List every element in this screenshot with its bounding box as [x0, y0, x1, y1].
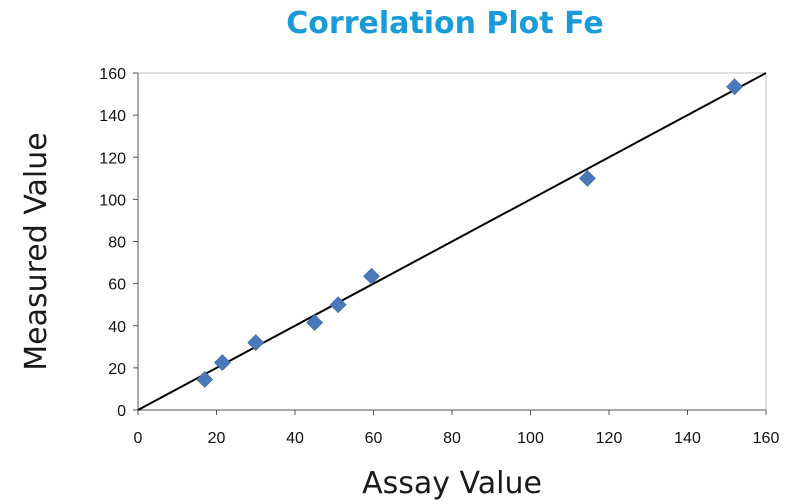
y-tick-label: 140 [99, 108, 126, 125]
reference-line [137, 72, 767, 411]
y-tick-label: 60 [108, 277, 126, 294]
x-tick-label: 120 [596, 430, 623, 447]
x-tick-label: 140 [674, 430, 701, 447]
y-axis-ticks: 0 20 40 60 80 100 120 140 160 [99, 66, 138, 420]
y-tick-label: 0 [117, 403, 126, 420]
data-point [247, 334, 265, 352]
y-axis-title: Measured Value [19, 132, 54, 370]
data-points [196, 78, 744, 388]
y-tick-label: 160 [99, 66, 126, 83]
x-tick-label: 40 [286, 430, 304, 447]
data-point [578, 169, 596, 187]
data-point [213, 354, 231, 372]
y-tick-label: 120 [99, 150, 126, 167]
data-point [726, 78, 744, 96]
x-tick-label: 20 [208, 430, 226, 447]
data-point [363, 267, 380, 285]
reference-line-group [137, 72, 767, 411]
x-axis-title: Assay Value [362, 466, 542, 501]
x-tick-label: 160 [753, 430, 780, 447]
data-point [196, 371, 214, 388]
y-tick-label: 20 [108, 361, 126, 378]
x-tick-label: 0 [134, 430, 143, 447]
x-tick-label: 80 [443, 430, 461, 447]
y-tick-label: 100 [99, 192, 126, 209]
y-tick-label: 40 [108, 319, 126, 336]
x-tick-label: 60 [365, 430, 383, 447]
y-tick-label: 80 [108, 235, 126, 252]
data-point [329, 296, 347, 314]
data-point [306, 314, 324, 332]
chart-title: Correlation Plot Fe [286, 6, 604, 41]
x-axis-ticks: 0 20 40 60 80 100 120 140 160 [134, 410, 780, 447]
x-tick-label: 100 [517, 430, 544, 447]
